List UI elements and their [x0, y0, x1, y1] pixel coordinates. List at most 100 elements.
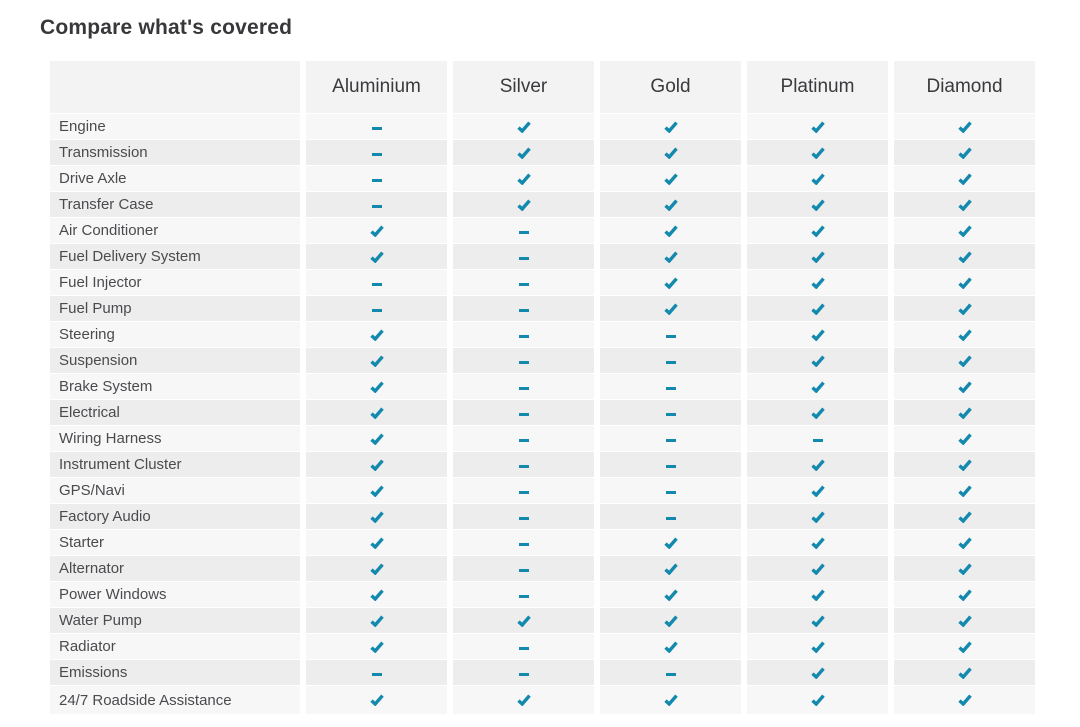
check-icon	[516, 694, 531, 706]
page-title: Compare what's covered	[40, 16, 293, 39]
dash-icon	[518, 360, 529, 364]
coverage-cell-covered	[600, 114, 741, 139]
coverage-cell-not-covered	[747, 426, 888, 451]
coverage-cell-covered	[747, 452, 888, 477]
dash-icon	[518, 308, 529, 312]
check-icon	[810, 276, 825, 289]
check-icon	[369, 380, 384, 393]
coverage-cell-covered	[894, 114, 1035, 139]
table-row: Transfer Case	[50, 192, 1035, 217]
check-icon	[369, 510, 384, 523]
coverage-cell-not-covered	[600, 478, 741, 503]
check-icon	[810, 640, 825, 653]
dash-icon	[518, 230, 529, 234]
column-header-platinum: Platinum	[747, 61, 888, 113]
dash-icon	[371, 282, 382, 286]
coverage-cell-not-covered	[600, 374, 741, 399]
row-label: Fuel Injector	[50, 270, 300, 295]
coverage-cell-covered	[747, 608, 888, 633]
check-icon	[957, 250, 972, 263]
coverage-cell-covered	[894, 270, 1035, 295]
check-icon	[957, 562, 972, 575]
row-label: GPS/Navi	[50, 478, 300, 503]
dash-icon	[518, 412, 529, 416]
table-row: GPS/Navi	[50, 478, 1035, 503]
dash-icon	[518, 516, 529, 520]
table-row: Water Pump	[50, 608, 1035, 633]
dash-icon	[518, 438, 529, 442]
coverage-cell-covered	[453, 166, 594, 191]
table-row: Starter	[50, 530, 1035, 555]
coverage-cell-covered	[453, 114, 594, 139]
coverage-cell-not-covered	[600, 400, 741, 425]
check-icon	[663, 198, 678, 211]
coverage-cell-covered	[747, 296, 888, 321]
check-icon	[663, 276, 678, 289]
table-row: Fuel Injector	[50, 270, 1035, 295]
coverage-cell-covered	[747, 114, 888, 139]
check-icon	[810, 406, 825, 419]
coverage-cell-not-covered	[453, 296, 594, 321]
coverage-cell-covered	[894, 504, 1035, 529]
check-icon	[663, 120, 678, 133]
dash-icon	[812, 438, 823, 442]
coverage-cell-covered	[453, 608, 594, 633]
check-icon	[957, 484, 972, 497]
check-icon	[663, 536, 678, 549]
coverage-cell-covered	[306, 374, 447, 399]
coverage-cell-covered	[747, 140, 888, 165]
check-icon	[516, 614, 531, 627]
coverage-cell-not-covered	[453, 660, 594, 685]
table-row: Instrument Cluster	[50, 452, 1035, 477]
coverage-cell-not-covered	[453, 582, 594, 607]
coverage-cell-covered	[600, 556, 741, 581]
coverage-cell-covered	[600, 582, 741, 607]
check-icon	[810, 458, 825, 471]
coverage-cell-covered	[747, 582, 888, 607]
row-label: Steering	[50, 322, 300, 347]
row-label: Starter	[50, 530, 300, 555]
coverage-cell-not-covered	[600, 426, 741, 451]
dash-icon	[518, 334, 529, 338]
dash-icon	[371, 672, 382, 676]
coverage-cell-covered	[894, 348, 1035, 373]
row-label: Instrument Cluster	[50, 452, 300, 477]
table-row: Transmission	[50, 140, 1035, 165]
coverage-cell-covered	[747, 374, 888, 399]
dash-icon	[665, 490, 676, 494]
row-label: Factory Audio	[50, 504, 300, 529]
coverage-cell-not-covered	[600, 504, 741, 529]
corner-blank-cell	[50, 61, 300, 113]
check-icon	[810, 484, 825, 497]
coverage-cell-covered	[747, 660, 888, 685]
coverage-cell-not-covered	[306, 114, 447, 139]
coverage-cell-not-covered	[453, 400, 594, 425]
check-icon	[516, 146, 531, 159]
column-header-silver: Silver	[453, 61, 594, 113]
coverage-cell-covered	[306, 556, 447, 581]
coverage-cell-covered	[894, 192, 1035, 217]
dash-icon	[518, 542, 529, 546]
check-icon	[516, 120, 531, 133]
coverage-cell-covered	[453, 686, 594, 714]
check-icon	[810, 354, 825, 367]
row-label: Transmission	[50, 140, 300, 165]
table-row: Suspension	[50, 348, 1035, 373]
coverage-cell-not-covered	[600, 322, 741, 347]
coverage-cell-covered	[894, 166, 1035, 191]
check-icon	[957, 588, 972, 601]
dash-icon	[518, 256, 529, 260]
coverage-cell-covered	[894, 374, 1035, 399]
dash-icon	[518, 646, 529, 650]
coverage-cell-covered	[306, 478, 447, 503]
table-row: Air Conditioner	[50, 218, 1035, 243]
coverage-cell-covered	[894, 530, 1035, 555]
coverage-cell-covered	[747, 478, 888, 503]
coverage-cell-covered	[747, 556, 888, 581]
coverage-comparison-table: Aluminium Silver Gold Platinum Diamond E…	[50, 61, 1035, 714]
table-body: Engine Transmission Drive Axle Transfer …	[50, 114, 1035, 714]
check-icon	[957, 510, 972, 523]
check-icon	[957, 458, 972, 471]
coverage-cell-covered	[894, 400, 1035, 425]
coverage-cell-covered	[747, 348, 888, 373]
